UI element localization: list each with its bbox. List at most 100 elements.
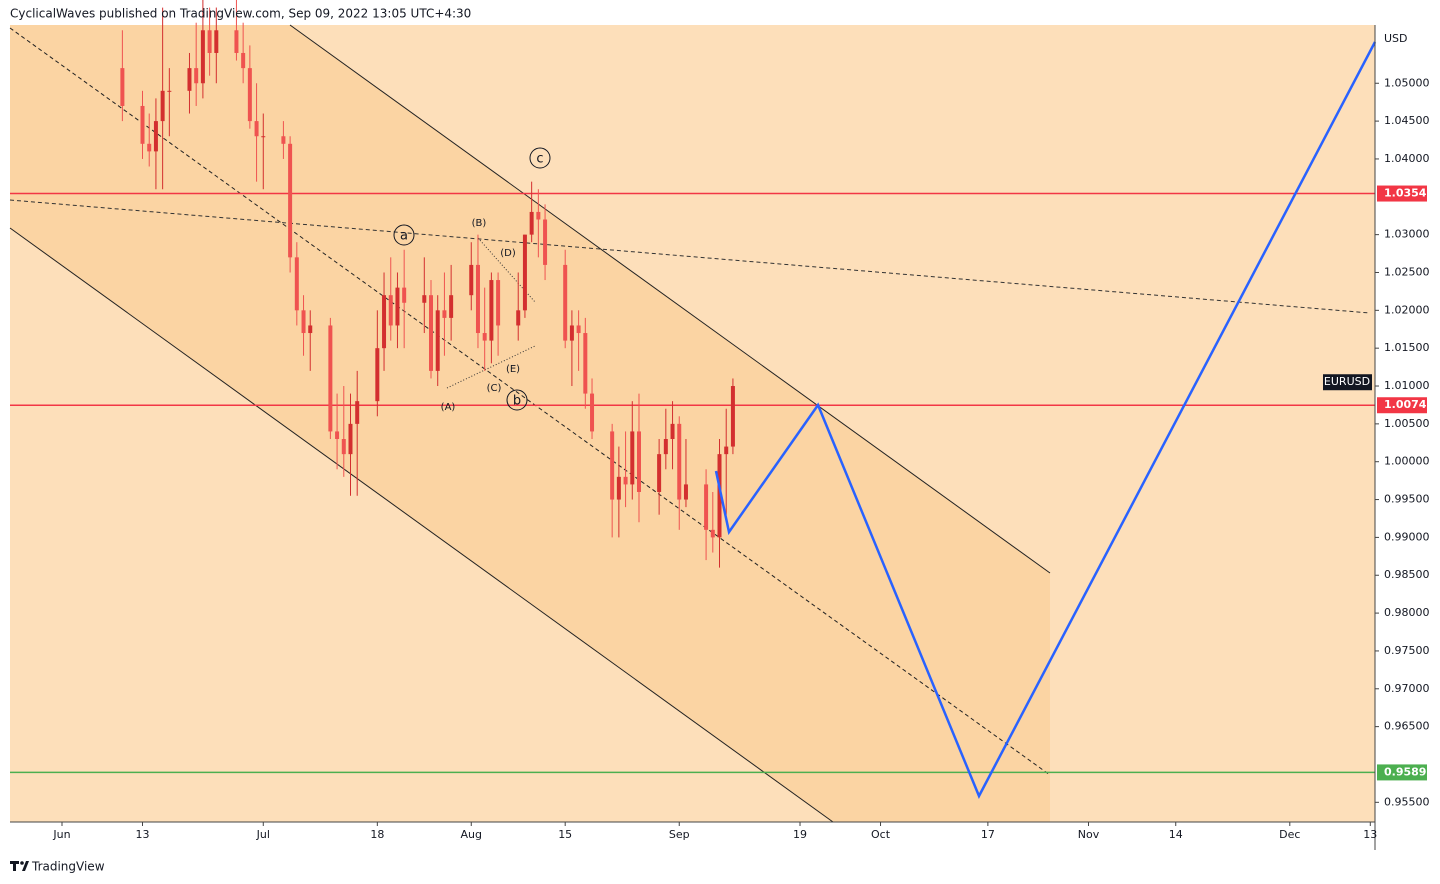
candle-body <box>160 90 165 122</box>
candle-body <box>422 295 427 303</box>
x-tick-label: Dec <box>1279 828 1300 841</box>
projection-path <box>714 41 1377 799</box>
candle-body <box>281 136 286 144</box>
y-tick-label: 0.97500 <box>1384 644 1430 657</box>
candle-body <box>402 287 407 303</box>
candle-body <box>636 431 641 492</box>
candle-body <box>348 423 353 455</box>
x-tick-label: Oct <box>871 828 891 841</box>
candle-body <box>475 264 480 334</box>
triangle-upper <box>477 237 536 303</box>
candle-body <box>388 295 393 326</box>
level-tag-label: 1.00746 <box>1384 398 1434 411</box>
candle-body <box>724 446 729 455</box>
wave-label: a <box>400 229 408 244</box>
y-tick-label: 1.03000 <box>1384 228 1430 241</box>
wave-label: b <box>513 394 521 409</box>
candle-body <box>382 295 387 349</box>
candle-body <box>187 68 192 91</box>
axes: 1.05000 1.04500 1.04000 1.03000 1.02500 1.020… <box>52 76 1434 841</box>
candle-body <box>294 257 299 311</box>
level-tag <box>1377 397 1427 414</box>
y-tick-label: 1.02500 <box>1384 265 1430 278</box>
candle-body <box>630 431 635 485</box>
candle-body <box>710 529 715 538</box>
candle-body <box>717 454 722 538</box>
candle-body <box>683 484 688 500</box>
candle-body <box>375 348 380 402</box>
y-tick-label: 0.99500 <box>1384 493 1430 506</box>
channel-lower <box>9 227 834 823</box>
candle-body <box>663 439 668 455</box>
x-tick-label: Nov <box>1078 828 1100 841</box>
triangle-lower <box>446 345 536 389</box>
candle-body <box>288 143 293 258</box>
y-tick-label: 0.98500 <box>1384 568 1430 581</box>
candle-body <box>247 68 252 122</box>
level-tag <box>1377 185 1427 202</box>
candle-body <box>254 121 259 137</box>
y-tick-label: 0.97000 <box>1384 682 1430 695</box>
candle-body <box>563 264 568 341</box>
level-tag <box>1377 764 1427 781</box>
x-tick-label: 13 <box>136 828 150 841</box>
level-tag-label: 0.95895 <box>1384 765 1434 778</box>
candle-body <box>429 295 434 371</box>
x-tick-label: 15 <box>558 828 572 841</box>
y-tick-label: 1.00500 <box>1384 417 1430 430</box>
y-tick-label: 1.04000 <box>1384 152 1430 165</box>
x-tick-label: Sep <box>669 828 690 841</box>
header: CyclicalWaves published on TradingView.c… <box>10 7 471 21</box>
channel-zone <box>10 25 1050 822</box>
candle-body <box>207 30 212 53</box>
wave-circle <box>506 389 528 411</box>
candle-body <box>355 401 360 424</box>
wave-label: (A) <box>441 402 456 413</box>
wave-label: (D) <box>500 248 516 259</box>
wave-label: (B) <box>472 218 487 229</box>
symbol-tag <box>1323 374 1372 391</box>
x-tick-label: 13 <box>1363 828 1377 841</box>
candle-body <box>516 310 521 326</box>
candle-body <box>147 143 152 152</box>
y-tick-label: 1.02000 <box>1384 303 1430 316</box>
candle-body <box>140 105 145 144</box>
candle-body <box>670 423 675 440</box>
candle-body <box>590 393 595 432</box>
candle-body <box>529 211 534 235</box>
candle-body <box>677 423 682 500</box>
candle-body <box>482 333 487 341</box>
wave-label: (C) <box>487 383 502 394</box>
wave-label: c <box>536 152 543 167</box>
y-tick-label: 0.98000 <box>1384 606 1430 619</box>
x-tick-label: Jul <box>256 828 270 841</box>
candle-body <box>576 325 581 334</box>
candle-body <box>153 121 158 152</box>
x-tick-label: 18 <box>370 828 384 841</box>
candle-body <box>496 280 501 326</box>
x-tick-label: Jun <box>52 828 70 841</box>
annotations: a b c (A) (B) (C) (D) (E) <box>393 147 551 413</box>
candle-body <box>167 90 172 92</box>
wave-circle <box>529 147 551 169</box>
candles <box>120 0 735 568</box>
candle-body <box>435 310 440 371</box>
candle-body <box>241 52 246 69</box>
y-tick-label: 1.01000 <box>1384 379 1430 392</box>
trend-line <box>9 199 1371 314</box>
candle-body <box>214 30 219 53</box>
wave-circle <box>393 224 415 246</box>
y-tick-label: 1.01500 <box>1384 341 1430 354</box>
candle-body <box>730 386 735 447</box>
candle-body <box>536 211 541 220</box>
candle-body <box>543 219 548 265</box>
candle-body <box>569 325 574 341</box>
x-tick-label: 14 <box>1169 828 1183 841</box>
candle-body <box>234 30 239 53</box>
candle-body <box>328 325 333 432</box>
candle-body <box>522 234 527 311</box>
candle-body <box>623 476 628 485</box>
candle-body <box>449 295 454 318</box>
symbol-tag-label: EURUSD <box>1324 375 1370 388</box>
